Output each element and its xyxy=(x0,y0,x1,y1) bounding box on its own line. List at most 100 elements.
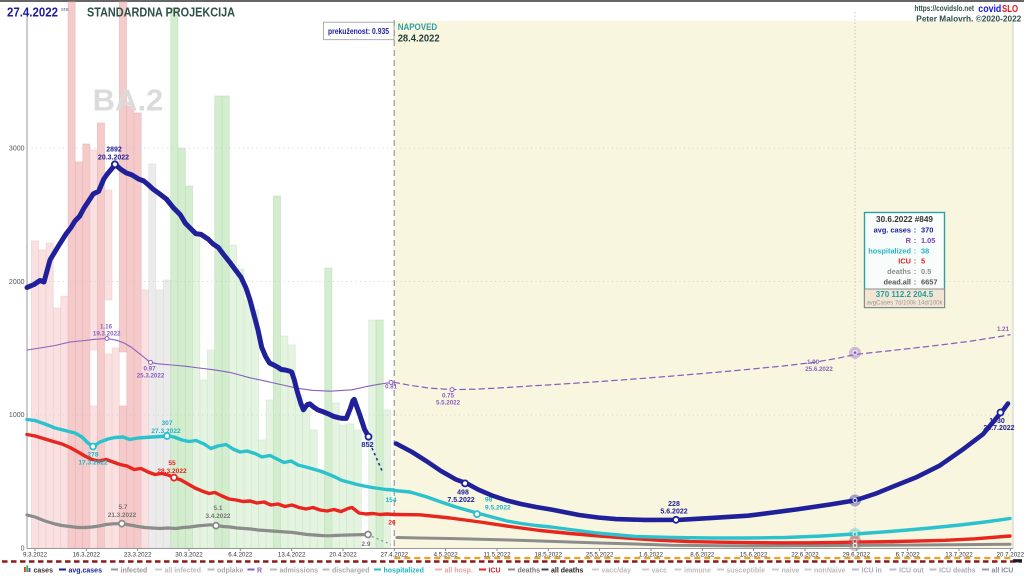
svg-text:3.4.2022: 3.4.2022 xyxy=(206,513,231,520)
svg-text:1.21: 1.21 xyxy=(997,326,1010,333)
svg-text:2.9: 2.9 xyxy=(362,541,371,548)
svg-text::: : xyxy=(914,267,916,276)
svg-text:228: 228 xyxy=(668,501,680,508)
svg-text:SLO: SLO xyxy=(1002,4,1018,15)
svg-text:deaths: deaths xyxy=(518,568,541,575)
svg-text:0.81: 0.81 xyxy=(385,384,398,391)
svg-text:19.3.2022: 19.3.2022 xyxy=(93,331,121,338)
svg-text:0: 0 xyxy=(21,546,25,553)
svg-text:27.4.2022: 27.4.2022 xyxy=(381,552,409,559)
svg-text:20.7.2022: 20.7.2022 xyxy=(997,552,1024,559)
svg-text:0.97: 0.97 xyxy=(143,365,156,372)
svg-text:13.4.2022: 13.4.2022 xyxy=(278,552,306,559)
svg-text:20.3.2022: 20.3.2022 xyxy=(98,155,129,162)
svg-text:25.3.2022: 25.3.2022 xyxy=(137,372,165,379)
svg-text:ICU: ICU xyxy=(489,568,501,575)
svg-text:25.5.2022: 25.5.2022 xyxy=(586,552,614,559)
svg-text:prekuženost: 0.935: prekuženost: 0.935 xyxy=(328,27,390,36)
svg-text:2000: 2000 xyxy=(9,279,25,286)
svg-text:1.00: 1.00 xyxy=(807,359,820,366)
svg-text:1.6.2022: 1.6.2022 xyxy=(639,552,664,559)
svg-text:R: R xyxy=(257,568,262,575)
svg-text:25.6.2022: 25.6.2022 xyxy=(805,366,833,373)
svg-text:ICU in: ICU in xyxy=(862,568,882,575)
svg-text:all deaths: all deaths xyxy=(551,568,583,575)
svg-text:avg. cases: avg. cases xyxy=(874,226,911,235)
svg-text:55: 55 xyxy=(168,460,176,467)
svg-text:27.3.2022: 27.3.2022 xyxy=(151,428,181,435)
svg-text:29.6.2022: 29.6.2022 xyxy=(843,552,871,559)
svg-text::: : xyxy=(914,257,916,266)
svg-text:28.4.2022: 28.4.2022 xyxy=(398,34,440,45)
svg-text:20.7.2022: 20.7.2022 xyxy=(983,425,1014,432)
svg-text:5.7: 5.7 xyxy=(119,504,128,511)
svg-text:Peter Malovrh. ©2020-2022: Peter Malovrh. ©2020-2022 xyxy=(916,14,1021,24)
svg-text::: : xyxy=(914,236,916,245)
svg-text:21.3.2022: 21.3.2022 xyxy=(108,512,137,519)
svg-text:vacc/day: vacc/day xyxy=(602,568,632,575)
svg-text:17.3.2022: 17.3.2022 xyxy=(78,460,108,467)
svg-text:all ICU: all ICU xyxy=(992,568,1014,575)
svg-text:deaths: deaths xyxy=(887,267,911,276)
svg-text::: : xyxy=(914,246,916,255)
svg-text:immune: immune xyxy=(684,568,711,575)
svg-text:dead.all: dead.all xyxy=(883,278,911,287)
svg-text:38: 38 xyxy=(921,246,929,255)
svg-text:5.5.2022: 5.5.2022 xyxy=(436,400,461,407)
svg-text:cases: cases xyxy=(34,568,54,575)
svg-text:1.16: 1.16 xyxy=(100,324,113,331)
svg-text:all infected: all infected xyxy=(165,568,202,575)
svg-text:https://covidslo.net: https://covidslo.net xyxy=(915,4,975,13)
svg-text:ICU deaths: ICU deaths xyxy=(939,568,976,575)
svg-text:26: 26 xyxy=(388,520,396,527)
svg-text:307: 307 xyxy=(161,420,172,427)
svg-text:98: 98 xyxy=(485,497,493,504)
svg-text:2892: 2892 xyxy=(106,147,122,154)
svg-text:vacc: vacc xyxy=(652,568,668,575)
svg-text:278: 278 xyxy=(87,452,98,459)
svg-text:BA.2: BA.2 xyxy=(93,83,164,118)
svg-text:5.6.2022: 5.6.2022 xyxy=(660,509,687,516)
svg-text:4.5.2022: 4.5.2022 xyxy=(434,552,459,559)
svg-text:NAPOVED: NAPOVED xyxy=(398,22,438,33)
svg-text:avgCases 7d/100k 14d/100k: avgCases 7d/100k 14d/100k xyxy=(866,301,943,307)
svg-text:27.4.2022: 27.4.2022 xyxy=(7,4,58,19)
svg-text:3000: 3000 xyxy=(9,145,25,152)
svg-text:naive: naive xyxy=(782,568,800,575)
svg-text:9.3.2022: 9.3.2022 xyxy=(23,552,48,559)
svg-text::: : xyxy=(914,226,916,235)
svg-text:7.5.2022: 7.5.2022 xyxy=(447,497,474,504)
svg-text:1030: 1030 xyxy=(989,418,1005,425)
svg-text:hospitalized: hospitalized xyxy=(384,568,424,575)
svg-text:admissions: admissions xyxy=(280,568,319,575)
svg-text:R: R xyxy=(906,236,912,245)
svg-text:11.5.2022: 11.5.2022 xyxy=(483,552,511,559)
svg-text:30.3.2022: 30.3.2022 xyxy=(175,552,203,559)
svg-text:STANDARDNA PROJEKCIJA: STANDARDNA PROJEKCIJA xyxy=(87,4,236,19)
svg-text:18.5.2022: 18.5.2022 xyxy=(535,552,563,559)
svg-text:0.5: 0.5 xyxy=(921,267,931,276)
svg-text:discharged: discharged xyxy=(332,568,369,575)
svg-text:odplake: odplake xyxy=(217,568,244,575)
svg-text:370: 370 xyxy=(921,226,933,235)
svg-text:6657: 6657 xyxy=(921,278,937,287)
svg-text:ICU out: ICU out xyxy=(899,568,925,575)
svg-text:28.3.2022: 28.3.2022 xyxy=(157,468,187,475)
svg-text:6.4.2022: 6.4.2022 xyxy=(228,552,253,559)
svg-text:1.05: 1.05 xyxy=(921,236,935,245)
svg-text:22.6.2022: 22.6.2022 xyxy=(791,552,819,559)
svg-text:8.6.2022: 8.6.2022 xyxy=(690,552,715,559)
svg-text:852: 852 xyxy=(361,440,373,449)
svg-text:nonNaive: nonNaive xyxy=(814,568,846,575)
svg-text:154: 154 xyxy=(385,497,396,504)
svg-text:susceptible: susceptible xyxy=(727,568,766,575)
svg-text:370 112.2 204.5: 370 112.2 204.5 xyxy=(876,290,934,299)
svg-text:498: 498 xyxy=(457,490,469,497)
svg-text:infected: infected xyxy=(121,568,148,575)
svg-text:0.75: 0.75 xyxy=(442,393,455,400)
svg-text:16.3.2022: 16.3.2022 xyxy=(73,552,101,559)
svg-text:30.6.2022 #849: 30.6.2022 #849 xyxy=(876,215,933,224)
svg-text:covid: covid xyxy=(978,4,1001,15)
svg-text:23.3.2022: 23.3.2022 xyxy=(124,552,152,559)
svg-text:1000: 1000 xyxy=(9,412,25,419)
